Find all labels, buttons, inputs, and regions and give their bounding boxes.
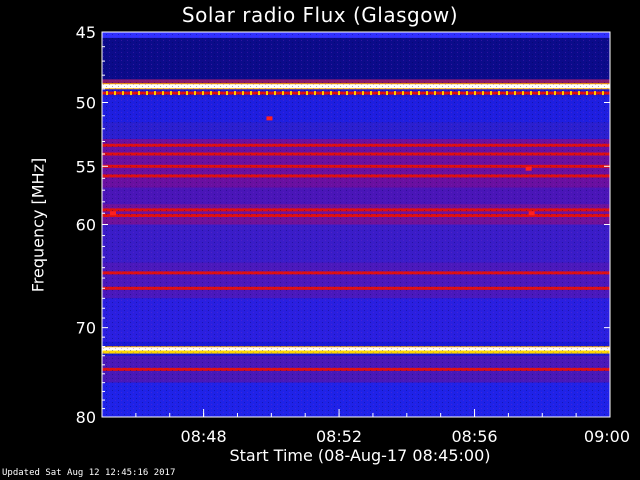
interference-dot: [218, 91, 220, 96]
interference-dot: [314, 91, 316, 96]
interference-dot: [602, 91, 604, 96]
interference-dot: [282, 91, 284, 96]
interference-dot: [530, 91, 532, 96]
interference-dot: [266, 91, 268, 96]
y-tick-label: 55: [76, 157, 96, 176]
interference-dot: [234, 91, 236, 96]
interference-dot: [242, 91, 244, 96]
interference-dot: [138, 91, 140, 96]
interference-dot: [386, 91, 388, 96]
interference-dot: [490, 91, 492, 96]
interference-dot: [482, 91, 484, 96]
interference-dot: [210, 91, 212, 96]
x-tick-label: 08:52: [316, 427, 362, 446]
spectrogram-texture: [102, 32, 610, 417]
interference-dot: [338, 91, 340, 96]
interference-dot: [466, 91, 468, 96]
interference-dot: [194, 91, 196, 96]
interference-dot: [122, 91, 124, 96]
interference-dot: [442, 91, 444, 96]
interference-dot: [274, 91, 276, 96]
x-tick-label: 08:56: [451, 427, 497, 446]
interference-dot: [346, 91, 348, 96]
y-tick-label: 45: [76, 23, 96, 42]
interference-dot: [306, 91, 308, 96]
x-axis-label: Start Time (08-Aug-17 08:45:00): [229, 446, 491, 465]
interference-dot: [226, 91, 228, 96]
interference-dot: [394, 91, 396, 96]
interference-dot: [554, 91, 556, 96]
interference-dot: [170, 91, 172, 96]
interference-dot: [562, 91, 564, 96]
hot-spot: [525, 166, 532, 171]
interference-dot: [146, 91, 148, 96]
interference-dot: [322, 91, 324, 96]
interference-dot: [418, 91, 420, 96]
interference-dot: [426, 91, 428, 96]
interference-dot: [258, 91, 260, 96]
chart-title: Solar radio Flux (Glasgow): [181, 3, 459, 27]
x-tick-label: 09:00: [584, 427, 630, 446]
interference-dot: [378, 91, 380, 96]
y-axis: 45 50 55 60 70 80: [76, 23, 610, 427]
interference-dot: [546, 91, 548, 96]
updated-timestamp: Updated Sat Aug 12 12:45:16 2017: [2, 468, 176, 478]
interference-dot: [402, 91, 404, 96]
interference-dot: [586, 91, 588, 96]
interference-dot: [578, 91, 580, 96]
interference-dot: [290, 91, 292, 96]
y-tick-label: 80: [76, 408, 96, 427]
interference-dot: [202, 91, 204, 96]
x-axis: 08:48 08:52 08:56 09:00: [135, 409, 630, 446]
interference-dot: [162, 91, 164, 96]
interference-dot: [154, 91, 156, 96]
interference-dot: [594, 91, 596, 96]
interference-dot: [106, 91, 108, 96]
interference-dot: [498, 91, 500, 96]
interference-dot: [538, 91, 540, 96]
interference-dot: [506, 91, 508, 96]
interference-dot: [434, 91, 436, 96]
interference-dot: [250, 91, 252, 96]
interference-dot: [178, 91, 180, 96]
interference-dot: [570, 91, 572, 96]
interference-dot: [458, 91, 460, 96]
hot-spot: [110, 211, 116, 216]
spectrogram-plot-area: [101, 31, 611, 418]
interference-dot: [354, 91, 356, 96]
interference-dot: [186, 91, 188, 96]
y-tick-label: 70: [76, 319, 96, 338]
interference-dot: [330, 91, 332, 96]
interference-dot: [474, 91, 476, 96]
x-tick-label: 08:48: [181, 427, 227, 446]
interference-dot: [298, 91, 300, 96]
hot-spot: [528, 211, 535, 216]
hot-spot: [266, 116, 273, 121]
interference-dot: [114, 91, 116, 96]
interference-dot: [370, 91, 372, 96]
y-tick-label: 60: [76, 216, 96, 235]
interference-dot: [514, 91, 516, 96]
interference-dot: [450, 91, 452, 96]
interference-dot: [362, 91, 364, 96]
interference-dot: [410, 91, 412, 96]
y-tick-label: 50: [76, 94, 96, 113]
interference-dot: [522, 91, 524, 96]
interference-dot: [130, 91, 132, 96]
